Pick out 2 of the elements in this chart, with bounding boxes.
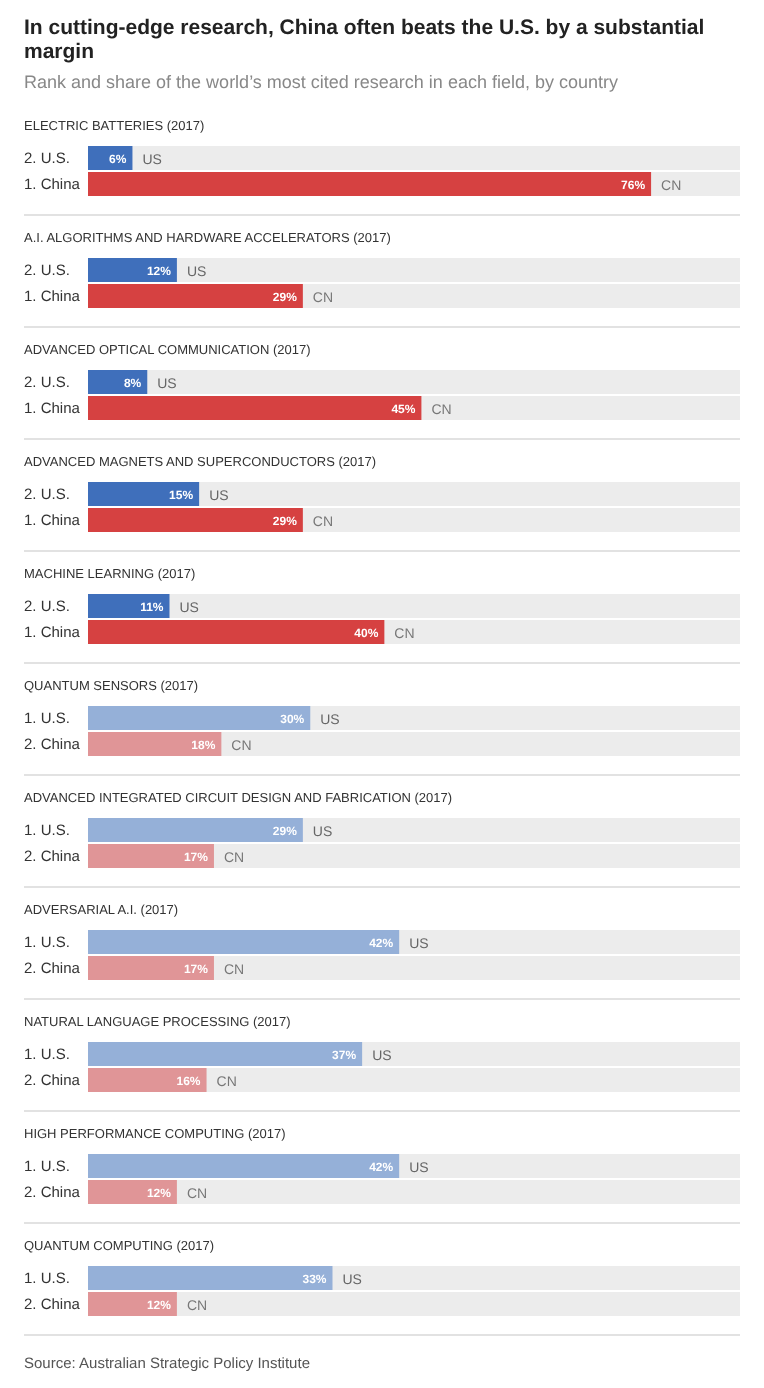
- chart-subtitle: Rank and share of the world’s most cited research in each field, by country: [24, 72, 620, 92]
- chart-title: In cutting-edge research, China often beats the U.S. by a substantial margin: [24, 16, 707, 64]
